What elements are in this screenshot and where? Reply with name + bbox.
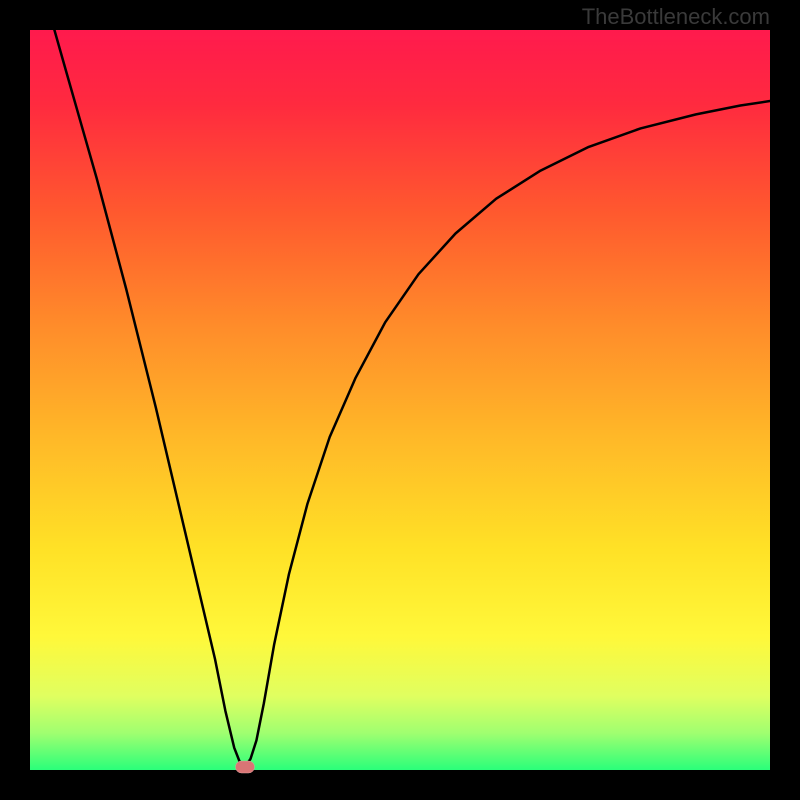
- bottleneck-curve: [54, 30, 770, 767]
- minimum-marker: [235, 761, 255, 774]
- chart-stage: TheBottleneck.com: [0, 0, 800, 800]
- curve-layer: [30, 30, 770, 770]
- minimum-marker-shape: [235, 761, 254, 773]
- plot-panel: [30, 30, 770, 770]
- watermark-text: TheBottleneck.com: [582, 4, 770, 30]
